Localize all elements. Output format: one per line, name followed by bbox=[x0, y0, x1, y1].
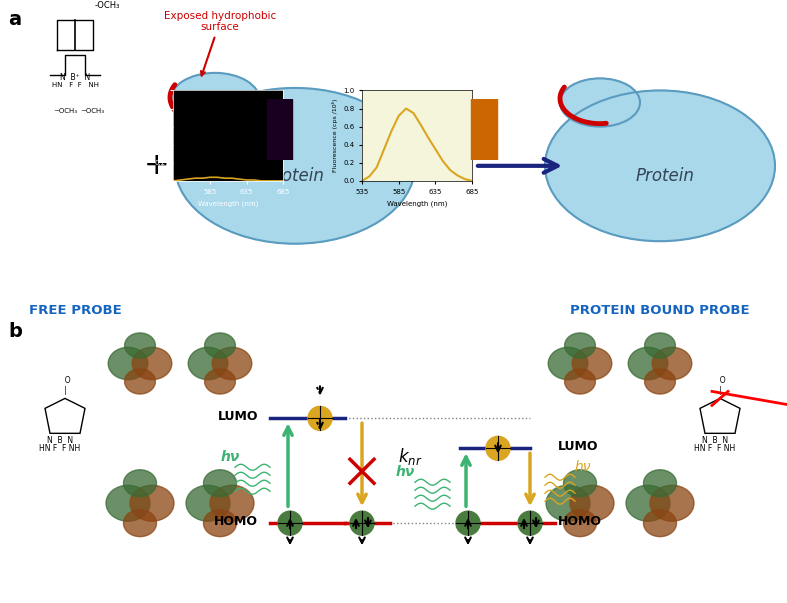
Text: ~OCH₃: ~OCH₃ bbox=[80, 107, 104, 113]
Ellipse shape bbox=[124, 333, 155, 358]
Ellipse shape bbox=[564, 333, 596, 358]
Ellipse shape bbox=[564, 369, 596, 394]
Ellipse shape bbox=[628, 347, 668, 380]
Ellipse shape bbox=[626, 485, 670, 521]
Ellipse shape bbox=[108, 347, 148, 380]
Ellipse shape bbox=[130, 485, 174, 521]
Text: LUMO: LUMO bbox=[217, 410, 258, 423]
Y-axis label: Fluorescence (cps /10⁶): Fluorescence (cps /10⁶) bbox=[331, 99, 338, 172]
Ellipse shape bbox=[188, 347, 227, 380]
Ellipse shape bbox=[644, 510, 677, 537]
Ellipse shape bbox=[570, 485, 614, 521]
Text: b: b bbox=[8, 321, 22, 341]
Text: HN   F  F   NH: HN F F NH bbox=[51, 83, 98, 89]
Ellipse shape bbox=[205, 333, 235, 358]
Text: hν: hν bbox=[395, 466, 415, 479]
Ellipse shape bbox=[124, 369, 155, 394]
Ellipse shape bbox=[652, 347, 692, 380]
Text: PROTEIN BOUND PROBE: PROTEIN BOUND PROBE bbox=[571, 303, 750, 317]
Ellipse shape bbox=[124, 470, 157, 497]
Ellipse shape bbox=[106, 485, 150, 521]
Circle shape bbox=[456, 511, 480, 535]
Text: hν: hν bbox=[575, 460, 592, 474]
Text: Protein: Protein bbox=[265, 167, 324, 185]
Text: HN F  F NH: HN F F NH bbox=[694, 444, 736, 453]
Text: hν: hν bbox=[220, 450, 240, 464]
Circle shape bbox=[518, 511, 542, 535]
Ellipse shape bbox=[124, 510, 157, 537]
Text: +: + bbox=[144, 151, 170, 180]
Text: Protein: Protein bbox=[636, 167, 694, 185]
Ellipse shape bbox=[204, 510, 237, 537]
Ellipse shape bbox=[132, 347, 172, 380]
Text: Exposed hydrophobic
surface: Exposed hydrophobic surface bbox=[164, 11, 276, 75]
Text: O: O bbox=[715, 376, 726, 385]
Text: N  B  N: N B N bbox=[702, 437, 728, 445]
Circle shape bbox=[278, 511, 302, 535]
Circle shape bbox=[350, 511, 374, 535]
Circle shape bbox=[486, 437, 510, 460]
Ellipse shape bbox=[545, 90, 775, 241]
Text: HN F  F NH: HN F F NH bbox=[39, 444, 80, 453]
Bar bbox=[267, 99, 292, 160]
Text: O: O bbox=[60, 376, 70, 385]
Text: a: a bbox=[8, 10, 21, 29]
X-axis label: Wavelength (nm): Wavelength (nm) bbox=[387, 200, 447, 207]
Ellipse shape bbox=[205, 369, 235, 394]
Ellipse shape bbox=[186, 485, 230, 521]
Text: N  B  N: N B N bbox=[47, 437, 73, 445]
Ellipse shape bbox=[563, 510, 597, 537]
Bar bbox=[471, 99, 497, 160]
Text: |: | bbox=[64, 387, 66, 396]
Ellipse shape bbox=[563, 470, 597, 497]
Ellipse shape bbox=[645, 369, 675, 394]
Ellipse shape bbox=[645, 333, 675, 358]
Ellipse shape bbox=[549, 347, 588, 380]
Text: FREE PROBE: FREE PROBE bbox=[28, 303, 121, 317]
Text: ~OCH₃: ~OCH₃ bbox=[53, 107, 77, 113]
Ellipse shape bbox=[572, 347, 611, 380]
X-axis label: Wavelength (nm): Wavelength (nm) bbox=[198, 200, 258, 207]
Y-axis label: Fluorescence (cps /10⁶): Fluorescence (cps /10⁶) bbox=[142, 99, 149, 172]
Text: LUMO: LUMO bbox=[558, 440, 598, 453]
Text: |: | bbox=[719, 387, 722, 396]
Ellipse shape bbox=[210, 485, 254, 521]
Ellipse shape bbox=[204, 470, 237, 497]
Ellipse shape bbox=[650, 485, 694, 521]
Ellipse shape bbox=[170, 73, 260, 128]
Text: HOMO: HOMO bbox=[558, 514, 602, 528]
Ellipse shape bbox=[644, 470, 677, 497]
Text: $k_{nr}$: $k_{nr}$ bbox=[398, 446, 423, 467]
Text: N  B⁺  N: N B⁺ N bbox=[60, 74, 91, 83]
Ellipse shape bbox=[560, 78, 640, 127]
Text: -OCH₃: -OCH₃ bbox=[95, 1, 120, 10]
Circle shape bbox=[308, 406, 332, 431]
Text: HOMO: HOMO bbox=[214, 514, 258, 528]
Ellipse shape bbox=[175, 88, 415, 244]
Ellipse shape bbox=[546, 485, 590, 521]
Ellipse shape bbox=[212, 347, 252, 380]
